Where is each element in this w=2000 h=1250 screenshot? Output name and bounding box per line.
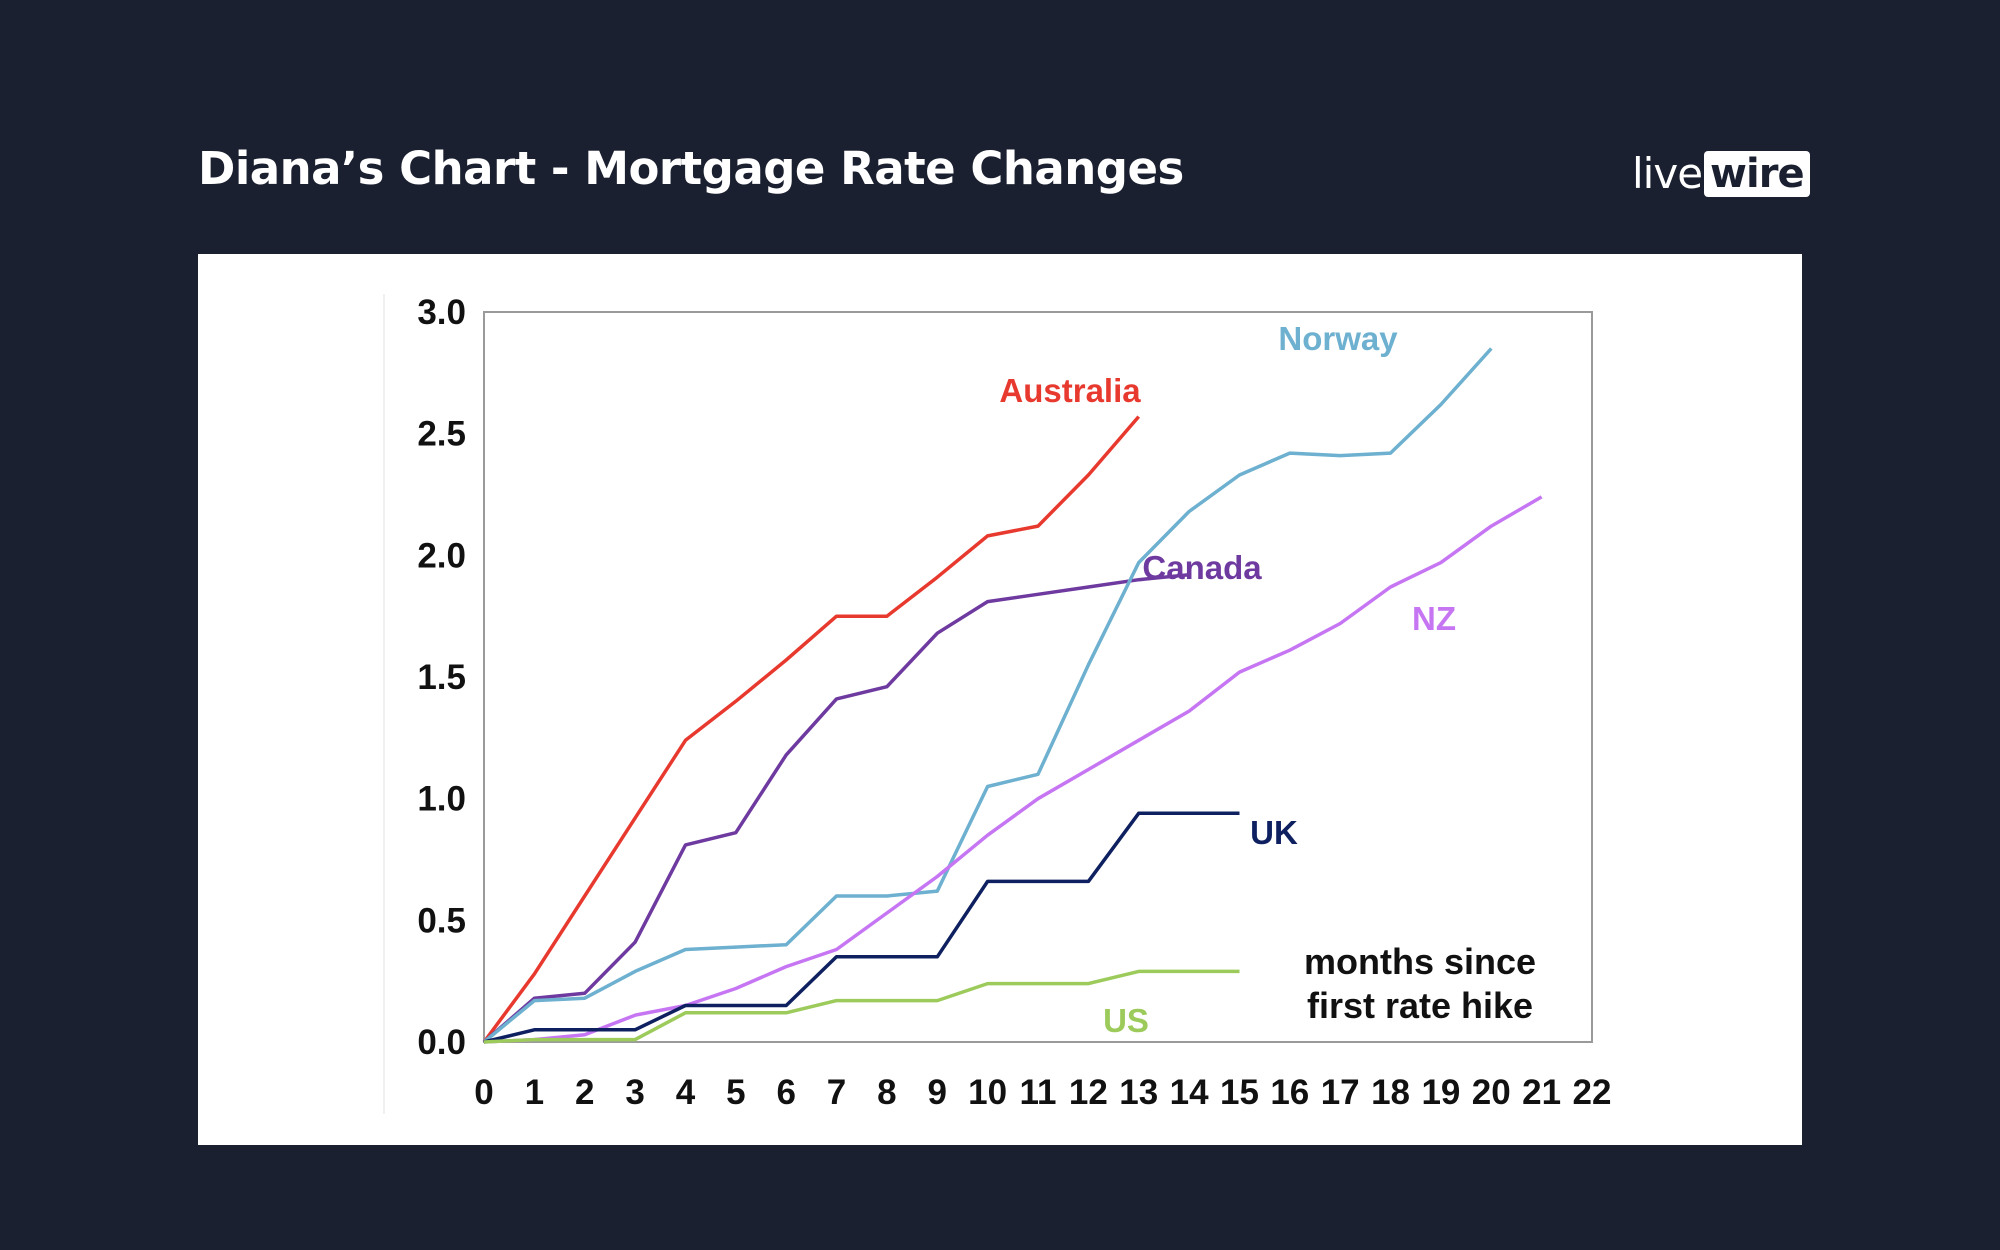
x-tick-label: 14 (1170, 1073, 1209, 1112)
logo-wire-text: wire (1704, 151, 1810, 197)
x-tick-label: 13 (1119, 1073, 1158, 1112)
x-tick-label: 11 (1020, 1073, 1057, 1112)
y-tick-label: 0.0 (417, 1023, 466, 1062)
x-tick-label: 12 (1069, 1073, 1108, 1112)
x-tick-label: 18 (1371, 1073, 1410, 1112)
x-tick-label: 6 (776, 1073, 795, 1112)
x-tick-label: 5 (726, 1073, 745, 1112)
x-tick-label: 22 (1573, 1073, 1612, 1112)
line-chart: 0.00.51.01.52.02.53.00 1 2 3 4 5 6 7 8 9 10 11 12 13 1… (383, 293, 1612, 1114)
y-tick-label: 3.0 (417, 293, 466, 332)
series-line-us (483, 969, 1240, 1044)
series-label-us: US (1103, 1002, 1149, 1039)
axis-annotation: first rate hike (1307, 985, 1533, 1026)
y-tick-label: 1.5 (417, 658, 466, 697)
x-tick-label: 21 (1522, 1073, 1561, 1112)
x-tick-label: 7 (827, 1073, 846, 1112)
x-tick-label: 3 (625, 1073, 644, 1112)
x-tick-label: 16 (1270, 1073, 1309, 1112)
logo-live-text: live (1632, 149, 1703, 198)
series-label-nz: NZ (1412, 600, 1456, 637)
x-tick-label: 17 (1321, 1073, 1360, 1112)
y-tick-label: 2.5 (417, 415, 466, 454)
series-label-uk: UK (1250, 814, 1298, 851)
plot-frame (483, 311, 1593, 1043)
x-tick-label: 10 (968, 1073, 1007, 1112)
x-tick-label: 2 (575, 1073, 594, 1112)
x-tick-label: 15 (1220, 1073, 1259, 1112)
series-line-australia (482, 415, 1141, 1044)
y-tick-label: 2.0 (417, 536, 466, 575)
x-tick-label: 19 (1421, 1073, 1460, 1112)
axis-annotation: months since (1304, 941, 1536, 982)
series-label-australia: Australia (999, 372, 1141, 409)
page-title: Diana’s Chart - Mortgage Rate Changes (198, 142, 1184, 195)
series-label-canada: Canada (1142, 549, 1262, 586)
series-label-norway: Norway (1278, 320, 1398, 357)
x-tick-label: 8 (877, 1073, 896, 1112)
x-tick-label: 0 (474, 1073, 493, 1112)
chart-panel: 0.0 0.5 1.0 1.5 2.0 2.5 3.0 0 1 2 3 4 5 6 7 8 9 10 11 12 13 1… (198, 254, 1802, 1145)
series-line-uk (483, 811, 1240, 1044)
x-tick-label: 1 (525, 1073, 544, 1112)
series-line-canada (482, 573, 1190, 1044)
livewire-logo: live wire (1632, 150, 1810, 198)
x-tick-label: 9 (928, 1073, 947, 1112)
x-tick-label: 4 (676, 1073, 696, 1112)
y-tick-label: 1.0 (417, 780, 466, 819)
series-line-norway (482, 347, 1493, 1044)
x-tick-label: 20 (1472, 1073, 1511, 1112)
series-line-nz (483, 495, 1543, 1044)
y-tick-label: 0.5 (417, 901, 466, 940)
